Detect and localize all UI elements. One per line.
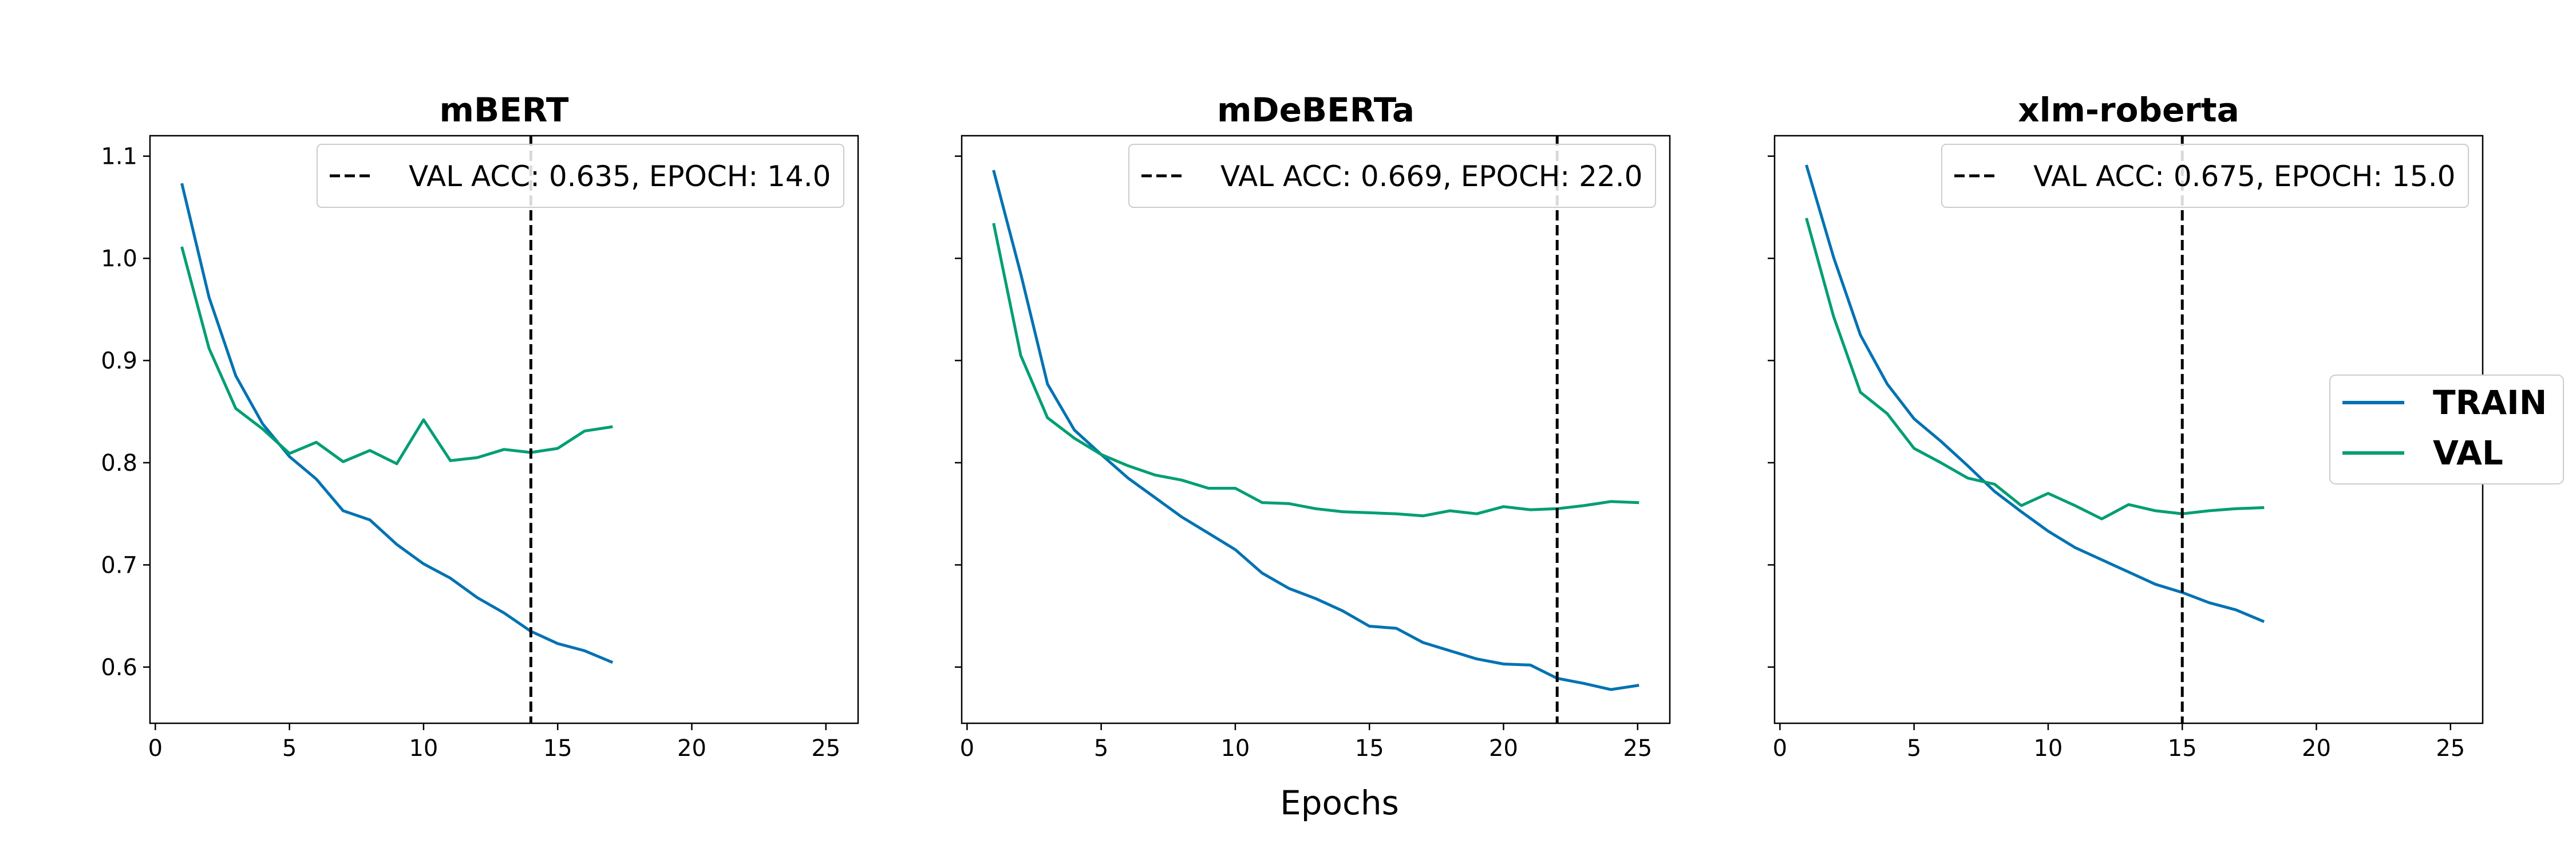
series-line-val (180, 246, 613, 466)
figure-legend: TRAIN VAL (2329, 375, 2564, 484)
y-tick-label: 0.9 (101, 348, 137, 375)
x-tick-label: 20 (1489, 735, 1518, 762)
legend-box (1941, 144, 2469, 208)
legend-label: VAL ACC: 0.669, EPOCH: 22.0 (1220, 160, 1642, 193)
panel-legend: VAL ACC: 0.675, EPOCH: 15.0 (1941, 144, 2469, 208)
x-axis-label: Epochs (1280, 783, 1399, 822)
x-tick-label: 5 (282, 735, 297, 762)
x-tick-label: 0 (1773, 735, 1787, 762)
x-tick-label: 15 (1355, 735, 1384, 762)
legend-label: VAL ACC: 0.635, EPOCH: 14.0 (409, 160, 831, 193)
x-tick-label: 20 (2302, 735, 2331, 762)
panel-title: xlm-roberta (2018, 90, 2239, 129)
figure-legend-label-train: TRAIN (2433, 383, 2547, 422)
x-tick-label: 10 (1220, 735, 1250, 762)
panel-legend: VAL ACC: 0.635, EPOCH: 14.0 (317, 144, 844, 208)
y-tick-label: 1.0 (101, 246, 137, 272)
x-tick-label: 25 (2436, 735, 2465, 762)
series-line-train (1805, 164, 2265, 623)
axes-frame (961, 135, 1671, 724)
series-line-val (1805, 218, 2265, 521)
panel-title: mBERT (440, 90, 569, 129)
series-line-train (180, 183, 614, 664)
x-tick-label: 15 (2168, 735, 2197, 762)
legend-box (317, 144, 844, 208)
series-line-val (992, 223, 1639, 518)
x-tick-label: 15 (543, 735, 572, 762)
axes-frame (149, 135, 859, 724)
x-tick-label: 20 (677, 735, 706, 762)
panel-2: mDeBERTa 0 5 10 15 20 25 VAL ACC: 0.669, EPOCH:… (955, 90, 1671, 762)
figure-legend-label-val: VAL (2433, 434, 2503, 472)
y-tick-label: 1.1 (101, 144, 137, 170)
x-tick-label: 25 (1623, 735, 1652, 762)
panel-title: mDeBERTa (1217, 90, 1415, 129)
legend-box (1128, 144, 1656, 208)
x-tick-label: 0 (148, 735, 163, 762)
x-tick-label: 25 (811, 735, 840, 762)
x-tick-label: 0 (960, 735, 974, 762)
y-tick-label: 0.7 (101, 552, 137, 578)
y-tick-label: 0.8 (101, 450, 137, 476)
x-tick-label: 10 (409, 735, 438, 762)
panel-1: mBERT 0 5 10 15 20 25 0.6 0.7 0.8 0.9 1.0 1.1 VAL ACC… (101, 90, 859, 762)
x-tick-label: 5 (1907, 735, 1921, 762)
x-tick-label: 10 (2033, 735, 2063, 762)
panel-3: xlm-roberta 0 5 10 15 20 25 VAL ACC: 0.675, EPO… (1768, 90, 2484, 762)
y-tick-label: 0.6 (101, 655, 137, 681)
x-tick-label: 5 (1094, 735, 1108, 762)
panel-legend: VAL ACC: 0.669, EPOCH: 22.0 (1128, 144, 1656, 208)
legend-label: VAL ACC: 0.675, EPOCH: 15.0 (2033, 160, 2455, 193)
